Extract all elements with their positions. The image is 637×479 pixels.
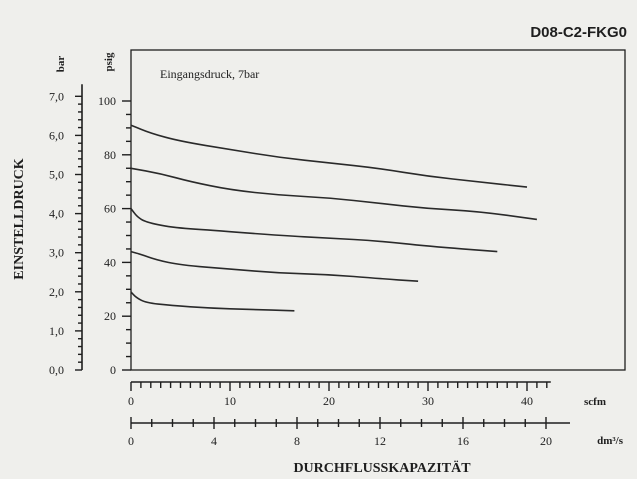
psig-tick-label: 80: [104, 148, 116, 162]
y-axis-title: EINSTELLDRUCK: [12, 158, 27, 279]
dm3s-tick-label: 4: [211, 434, 217, 448]
dm3s-unit-label: dm³/s: [597, 435, 624, 447]
bar-tick-label: 1,0: [49, 324, 64, 338]
x-axis-dm3s: 0 4 8 12 16 20: [128, 417, 570, 448]
psig-tick-label: 40: [104, 255, 116, 269]
psig-tick-label: 100: [98, 94, 116, 108]
scfm-unit-label: scfm: [584, 396, 606, 408]
psig-tick-label: 20: [104, 309, 116, 323]
scfm-tick-label: 40: [521, 394, 533, 408]
chart-title: D08-C2-FKG0: [530, 24, 627, 41]
inlet-pressure-annotation: Eingangsdruck, 7bar: [160, 67, 259, 81]
scfm-tick-label: 10: [224, 394, 236, 408]
series-line-1: [130, 124, 528, 188]
bar-tick-label: 2,0: [49, 285, 64, 299]
scfm-tick-label: 0: [128, 394, 134, 408]
x-axis-title: DURCHFLUSSKAPAZITÄT: [293, 460, 471, 476]
bar-tick-label: 7,0: [49, 89, 64, 103]
bar-tick-label: 5,0: [49, 168, 64, 182]
series-line-5: [130, 291, 295, 312]
dm3s-tick-label: 0: [128, 434, 134, 448]
series-line-4: [130, 250, 419, 282]
dm3s-tick-label: 8: [294, 434, 300, 448]
series-line-2: [130, 167, 538, 221]
psig-unit-label: psig: [103, 52, 115, 71]
bar-unit-label: bar: [55, 56, 67, 73]
psig-tick-label: 0: [110, 363, 116, 377]
series-line-3: [130, 208, 498, 253]
dm3s-tick-label: 12: [374, 434, 386, 448]
bar-tick-label: 6,0: [49, 128, 64, 142]
bar-tick-label: 3,0: [49, 246, 64, 260]
dm3s-tick-label: 16: [457, 434, 469, 448]
psig-tick-label: 60: [104, 202, 116, 216]
bar-tick-label: 4,0: [49, 207, 64, 221]
y-axis-psig: 0 20 40 60 80 100: [98, 94, 131, 377]
scfm-tick-label: 30: [422, 394, 434, 408]
bar-tick-label: 0,0: [49, 363, 64, 377]
x-axis-scfm: 0 10 20 30 40: [128, 381, 551, 408]
y-axis-bar: 0,0 1,0 2,0 3,0 4,0 5,0 6,0 7,0: [49, 84, 83, 377]
series-group: [130, 124, 538, 312]
plot-frame: [130, 49, 626, 371]
scfm-tick-label: 20: [323, 394, 335, 408]
dm3s-tick-label: 20: [540, 434, 552, 448]
